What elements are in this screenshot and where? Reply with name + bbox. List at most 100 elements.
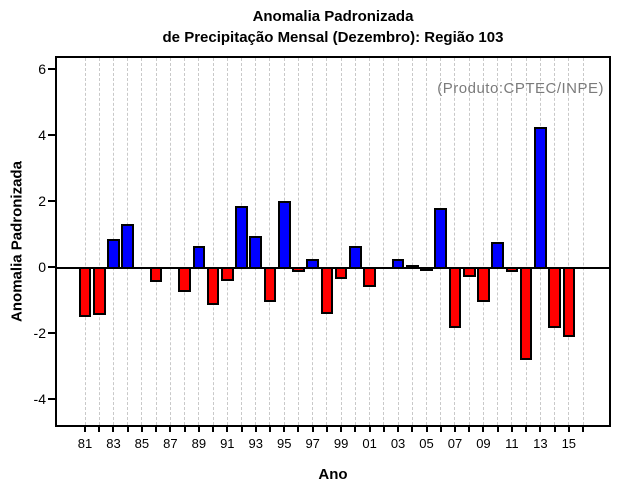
x-tick: [226, 425, 229, 432]
x-tick-label: 89: [191, 436, 207, 451]
x-tick: [340, 425, 343, 432]
x-tick-label: 81: [77, 436, 93, 451]
x-tick: [368, 425, 371, 432]
bar-1994: [263, 267, 277, 302]
gridline-year: [426, 58, 428, 425]
y-tick: [48, 68, 56, 70]
bar-2014: [548, 267, 561, 329]
x-tick-label: 91: [220, 436, 235, 451]
gridline-year: [226, 58, 228, 425]
gridline-year: [297, 58, 299, 425]
gridline-year: [155, 58, 157, 425]
gridline-year: [511, 58, 513, 425]
x-tick: [240, 425, 243, 432]
gridline-year: [169, 58, 171, 425]
x-tick: [411, 425, 414, 432]
x-tick: [297, 425, 300, 432]
gridline-year: [497, 58, 499, 425]
x-tick: [183, 425, 186, 432]
gridline-year: [326, 58, 328, 425]
x-tick: [254, 425, 257, 432]
bar-1998: [320, 267, 334, 314]
x-tick: [155, 425, 158, 432]
gridline-year: [84, 58, 86, 425]
x-tick: [283, 425, 286, 432]
x-tick-label: 07: [447, 436, 463, 451]
y-tick-label: 0: [38, 259, 46, 275]
gridline-year: [212, 58, 214, 425]
chart-title-line1: Anomalia Padronizada: [252, 8, 414, 25]
bar-1992: [235, 205, 248, 269]
x-tick: [567, 425, 570, 432]
x-tick: [382, 425, 385, 432]
x-tick: [197, 425, 200, 432]
gridline-year: [369, 58, 371, 425]
x-tick-label: 99: [333, 436, 349, 451]
bar-1989: [192, 245, 206, 269]
gridline-year: [383, 58, 385, 425]
bar-2013: [534, 126, 547, 269]
y-tick-label: -2: [33, 325, 46, 341]
x-tick: [140, 425, 143, 432]
bar-1991: [221, 267, 234, 281]
gridline-year: [141, 58, 143, 425]
bar-2012: [519, 267, 533, 360]
gridline-year: [454, 58, 456, 425]
y-tick: [48, 266, 56, 268]
x-tick-label: 03: [390, 436, 406, 451]
x-tick: [525, 425, 528, 432]
bar-2007: [448, 267, 462, 329]
bar-1995: [277, 201, 291, 269]
x-tick: [311, 425, 314, 432]
gridline-year: [184, 58, 186, 425]
gridline-year: [312, 58, 314, 425]
x-tick: [582, 425, 585, 432]
x-tick: [112, 425, 115, 432]
watermark-text: (Produto:CPTEC/INPE): [437, 80, 604, 97]
x-axis-title: Ano: [318, 466, 348, 483]
x-tick: [354, 425, 357, 432]
x-tick-label: 85: [134, 436, 150, 451]
bar-1986: [149, 267, 163, 283]
gridline-year: [525, 58, 527, 425]
y-tick: [48, 398, 56, 400]
gridline-year: [568, 58, 570, 425]
gridline-year: [354, 58, 356, 425]
y-tick: [48, 134, 56, 136]
gridline-year: [554, 58, 556, 425]
x-tick-label: 83: [106, 436, 121, 451]
bar-2010: [491, 242, 504, 269]
x-tick: [553, 425, 556, 432]
bar-2000: [349, 245, 362, 269]
x-tick: [98, 425, 101, 432]
x-tick: [169, 425, 172, 432]
x-tick: [268, 425, 271, 432]
gridline-year: [269, 58, 271, 425]
x-tick-label: 15: [561, 436, 577, 451]
bar-1990: [206, 267, 220, 306]
plot-box: (Produto:CPTEC/INPE): [55, 56, 611, 427]
bar-2001: [363, 267, 376, 288]
y-tick-label: 2: [38, 193, 46, 209]
gridline-year: [482, 58, 484, 425]
bar-2006: [434, 207, 448, 269]
gridline-year: [411, 58, 413, 425]
y-tick-label: 4: [38, 127, 46, 143]
x-tick: [539, 425, 542, 432]
x-tick-label: 13: [533, 436, 548, 451]
x-tick-label: 97: [305, 436, 320, 451]
x-tick-label: 01: [362, 436, 377, 451]
x-tick: [397, 425, 400, 432]
y-tick: [48, 200, 56, 202]
chart-title: Anomalia Padronizada de Precipitação Men…: [57, 6, 609, 48]
plot-area: (Produto:CPTEC/INPE): [57, 58, 609, 425]
x-tick-label: 93: [248, 436, 263, 451]
x-tick: [496, 425, 499, 432]
x-tick: [425, 425, 428, 432]
x-tick: [439, 425, 442, 432]
y-tick: [48, 332, 56, 334]
x-tick-label: 87: [163, 436, 178, 451]
x-tick: [482, 425, 485, 432]
y-axis-title: Anomalia Padronizada: [8, 161, 26, 322]
y-tick-label: -4: [33, 391, 46, 407]
